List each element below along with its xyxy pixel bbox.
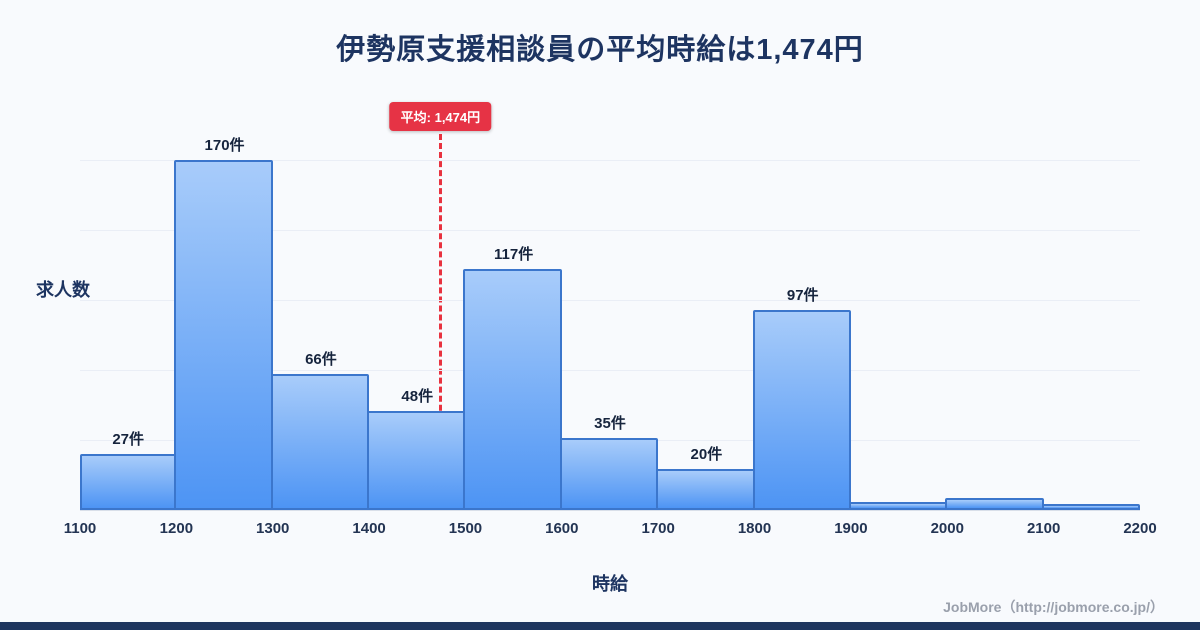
x-tick-label: 1200 [159,520,194,537]
x-tick-label: 1100 [63,520,97,537]
chart-title: 伊勢原支援相談員の平均時給は1,474円 [336,34,864,66]
histogram-bar [848,502,948,510]
x-tick-label: 1900 [834,520,868,537]
x-tick-label: 1300 [256,520,290,537]
x-tick-label: 1800 [737,520,772,537]
x-tick-label: 2000 [930,520,964,537]
bar-value-label: 117件 [494,246,534,263]
histogram-bar [656,469,755,510]
x-tick-label: 2200 [1123,520,1157,537]
bar-value-label: 170件 [204,137,245,154]
average-line [438,134,442,510]
histogram-bar [174,160,273,510]
footer-credit: JobMore（http://jobmore.co.jp/） [943,599,1164,615]
histogram-bar [752,310,851,510]
gridline [80,370,1140,371]
bar-value-label: 97件 [786,287,819,304]
x-tick-label: 2100 [1026,520,1061,537]
histogram-bar [270,374,370,510]
bar-value-label: 20件 [690,446,723,463]
gridline [80,300,1140,301]
x-tick-label: 1700 [641,520,675,537]
x-tick-label: 1400 [352,520,386,537]
x-axis-label: 時給 [592,574,628,594]
histogram-bar [559,438,659,510]
bottom-accent-bar [0,622,1200,630]
bar-value-label: 27件 [112,431,145,448]
plot-area: 平均: 1,474円 27件 170件 66件 48件 117件 35件 20件 97件 [80,100,1140,510]
histogram-bar [367,411,466,510]
x-axis-line [80,510,1140,511]
x-tick-label: 1600 [545,520,579,537]
histogram-bar [945,498,1044,510]
bar-value-label: 66件 [305,351,337,368]
y-axis-label: 求人数 [36,280,90,300]
histogram-bar [1041,504,1140,510]
bar-value-label: 35件 [594,415,626,432]
gridline [80,230,1140,231]
x-tick-label: 1500 [448,520,483,537]
bar-value-label: 48件 [401,388,434,405]
gridline [80,160,1140,161]
histogram-bar [463,269,562,510]
histogram-bar [80,454,177,510]
average-badge: 平均: 1,474円 [389,102,492,131]
